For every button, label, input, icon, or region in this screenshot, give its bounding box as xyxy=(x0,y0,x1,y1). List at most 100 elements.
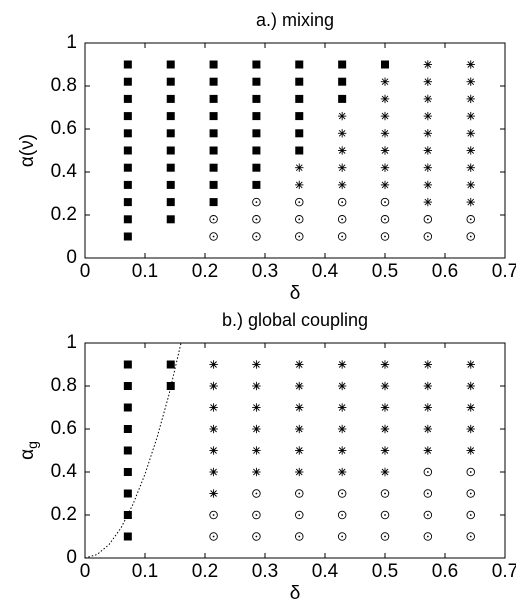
asterisk-marker xyxy=(295,360,304,369)
asterisk-marker xyxy=(423,60,433,69)
circle-ring xyxy=(252,232,261,241)
circle-marker xyxy=(423,232,433,241)
y-axis-label: αg xyxy=(17,441,40,460)
asterisk-marker xyxy=(466,360,475,369)
circle-dot xyxy=(341,514,344,516)
circle-ring xyxy=(466,467,475,477)
chart-title: b.) global coupling xyxy=(222,310,368,330)
circle-dot xyxy=(426,492,429,495)
square-marker xyxy=(123,446,132,455)
asterisk-marker xyxy=(466,197,475,207)
square-marker xyxy=(123,403,132,412)
circle-dot xyxy=(298,535,301,538)
asterisk-marker xyxy=(295,424,304,434)
asterisk-marker xyxy=(466,77,475,86)
asterisk-marker xyxy=(423,146,433,155)
square-marker xyxy=(123,382,132,390)
circle-ring xyxy=(337,489,347,498)
y-tick-label: 0.2 xyxy=(51,504,77,525)
y-tick-label: 1 xyxy=(66,32,77,53)
circle-ring xyxy=(423,232,433,241)
circle-marker xyxy=(252,197,261,207)
circle-marker xyxy=(337,232,347,241)
square-marker xyxy=(166,146,175,155)
circle-dot xyxy=(469,471,472,473)
square-marker xyxy=(252,94,261,103)
y-tick-label: 0 xyxy=(66,247,77,268)
circle-dot xyxy=(255,235,258,238)
asterisk-marker xyxy=(380,381,390,391)
square-marker xyxy=(123,360,132,369)
asterisk-marker xyxy=(380,180,390,190)
asterisk-marker xyxy=(466,180,475,190)
circle-ring xyxy=(337,215,347,224)
square-marker xyxy=(123,77,132,86)
asterisk-marker xyxy=(380,360,390,369)
asterisk-marker xyxy=(423,77,433,86)
asterisk-marker xyxy=(466,163,475,172)
circle-ring xyxy=(252,510,261,520)
asterisk-marker xyxy=(423,197,433,207)
circle-marker xyxy=(252,489,261,498)
asterisk-marker xyxy=(423,180,433,190)
x-tick-label: 0.6 xyxy=(432,261,458,282)
circle-marker xyxy=(295,532,304,541)
circle-marker xyxy=(423,532,433,541)
asterisk-marker xyxy=(380,467,390,477)
asterisk-marker xyxy=(337,111,347,121)
asterisk-marker xyxy=(337,446,347,455)
circle-ring xyxy=(466,489,475,498)
square-marker xyxy=(295,146,304,155)
circle-ring xyxy=(209,510,218,520)
asterisk-marker xyxy=(380,94,390,104)
square-marker xyxy=(252,163,261,172)
square-marker xyxy=(123,146,132,155)
y-axis-label-sub: g xyxy=(24,441,40,449)
square-marker xyxy=(166,360,175,369)
square-marker xyxy=(123,215,132,224)
square-marker xyxy=(295,112,304,121)
asterisk-marker xyxy=(380,111,390,121)
square-marker xyxy=(252,112,261,121)
y-tick-label: 0.8 xyxy=(51,75,77,96)
x-tick-label: 0.4 xyxy=(312,261,339,282)
asterisk-marker xyxy=(337,403,347,412)
asterisk-marker xyxy=(252,467,261,477)
asterisk-marker xyxy=(466,146,475,155)
asterisk-marker xyxy=(466,111,475,121)
square-marker xyxy=(209,198,218,207)
circle-dot xyxy=(298,514,301,516)
circle-ring xyxy=(423,532,433,541)
square-marker xyxy=(166,77,175,86)
circle-marker xyxy=(295,489,304,498)
asterisk-marker xyxy=(295,403,304,412)
asterisk-marker xyxy=(423,403,433,412)
asterisk-marker xyxy=(466,424,475,434)
y-tick-label: 0.4 xyxy=(51,461,78,482)
circle-marker xyxy=(295,197,304,207)
asterisk-marker xyxy=(423,424,433,434)
circle-dot xyxy=(384,201,386,204)
chart-title: a.) mixing xyxy=(256,10,334,30)
circle-dot xyxy=(255,492,258,495)
asterisk-marker xyxy=(252,360,261,369)
asterisk-marker xyxy=(466,403,475,412)
y-tick-label: 0.6 xyxy=(51,418,77,439)
circle-marker xyxy=(423,510,433,520)
circle-dot xyxy=(384,218,386,221)
asterisk-marker xyxy=(380,424,390,434)
x-tick-label: 0 xyxy=(80,561,91,582)
x-tick-label: 0.3 xyxy=(252,561,278,582)
circle-ring xyxy=(295,510,304,520)
circle-marker xyxy=(209,232,218,241)
asterisk-marker xyxy=(209,381,218,391)
asterisk-marker xyxy=(295,467,304,477)
asterisk-marker xyxy=(423,381,433,391)
circle-ring xyxy=(252,197,261,207)
asterisk-marker xyxy=(295,163,304,172)
circle-dot xyxy=(426,514,429,516)
square-marker xyxy=(252,129,261,138)
asterisk-marker xyxy=(380,163,390,172)
y-tick-label: 1 xyxy=(66,332,77,353)
square-marker xyxy=(209,112,218,121)
